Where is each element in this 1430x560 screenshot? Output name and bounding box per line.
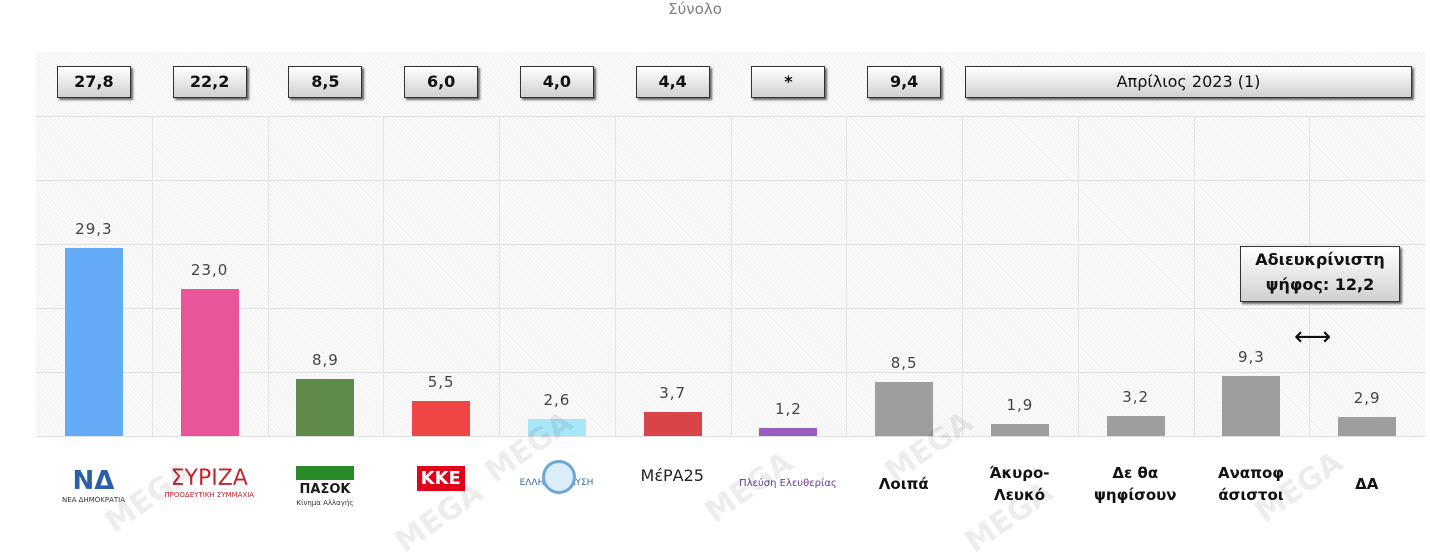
vertical-gridline (1077, 116, 1079, 436)
bar-2 (296, 379, 355, 436)
gridline (36, 436, 1425, 437)
category-label-line: Άκυρο- (989, 464, 1050, 482)
undecided-annotation: Αδιευκρίνιστη ψήφος: 12,2 (1240, 246, 1400, 302)
data-label: 8,5 (890, 353, 918, 372)
logo-text: ΣΥΡΙΖΑ (170, 466, 248, 491)
vertical-gridline (267, 116, 269, 436)
bar-6 (759, 428, 818, 436)
data-label: 9,3 (1237, 348, 1265, 367)
data-label: 2,9 (1353, 389, 1381, 408)
vertical-gridline (846, 116, 848, 436)
category-label-line: Λευκό (993, 486, 1046, 504)
vertical-gridline (730, 116, 732, 436)
vertical-gridline (499, 116, 500, 436)
bar-9 (1106, 415, 1165, 436)
double-arrow-icon: ⟷ (1294, 322, 1332, 352)
category-label-line: Αναποφ (1217, 464, 1285, 482)
bar-11 (1338, 417, 1397, 436)
bar-4 (527, 419, 586, 436)
logo-text: ΝΔ (72, 466, 115, 496)
annotation-line: ψήφος: 12,2 (1265, 275, 1375, 294)
data-label: 23,0 (190, 260, 229, 279)
logo-sublabel: ΠΡΟΟΔΕΥΤΙΚΗ ΣΥΜΜΑΧΙΑ (164, 491, 255, 499)
logo-text: ΠΑΣΟΚ (295, 466, 355, 499)
vertical-gridline (383, 116, 385, 436)
previous-value-box: * (751, 66, 826, 98)
logo-sublabel: Κίνημα Αλλαγής (296, 499, 354, 507)
bar-10 (1222, 376, 1281, 436)
data-label: 29,3 (75, 220, 113, 239)
vertical-gridline (962, 116, 963, 436)
logo-text: ΜέΡΑ25 (640, 466, 704, 485)
previous-value-box: 4,0 (519, 66, 594, 98)
annotation-line: Αδιευκρίνιστη (1255, 250, 1385, 269)
previous-value-box: 4,4 (635, 66, 710, 98)
data-label: 2,6 (543, 391, 571, 410)
party-logo-3: ΚΚΕ (383, 460, 498, 491)
bar-0 (64, 248, 123, 436)
category-label-line: ψηφίσουν (1094, 486, 1177, 504)
vertical-gridline (151, 116, 153, 436)
logo-text: Πλεύση Ελευθερίας (739, 478, 837, 489)
party-logo-6: Πλεύση Ελευθερίας (731, 460, 846, 490)
previous-value-box: 22,2 (172, 66, 247, 98)
bar-3 (412, 400, 471, 436)
data-label: 1,2 (774, 400, 802, 419)
compass-icon (542, 460, 576, 494)
previous-value-box: 27,8 (56, 66, 131, 98)
category-label-line: Λοιπά (878, 475, 929, 493)
category-label-line: Δε θα (1112, 464, 1159, 482)
previous-value-box: 8,5 (288, 66, 363, 98)
previous-value-box: 6,0 (404, 66, 479, 98)
party-logo-1: ΣΥΡΙΖΑ ΠΡΟΟΔΕΥΤΙΚΗ ΣΥΜΜΑΧΙΑ (152, 460, 267, 499)
category-label-10: Αναποφ άσιστοι (1194, 462, 1309, 506)
category-label-8: Άκυρο- Λευκό (962, 462, 1077, 506)
party-logo-4: ΕΛΛΗΝΙΚΗ ΛΥΣΗ (499, 460, 614, 494)
party-logo-0: ΝΔ ΝΕΑ ΔΗΜΟΚΡΑΤΙΑ (36, 460, 151, 504)
category-label-11: ΔΑ (1309, 473, 1424, 495)
logo-sublabel: ΝΕΑ ΔΗΜΟΚΡΑΤΙΑ (61, 496, 125, 504)
data-label: 1,9 (1006, 395, 1034, 414)
bar-5 (643, 412, 702, 436)
chart-title: Σύνολο (668, 0, 722, 18)
previous-period-box: Απρίλιος 2023 (1) (965, 66, 1412, 98)
category-label-line: άσιστοι (1218, 486, 1284, 504)
category-label-7: Λοιπά (846, 473, 961, 495)
data-label: 5,5 (427, 372, 455, 391)
previous-value-box: 9,4 (867, 66, 942, 98)
category-label-9: Δε θα ψηφίσουν (1078, 462, 1193, 506)
bar-1 (180, 288, 239, 436)
plot-area: 29,3 23,0 8,9 5,5 2,6 3,7 1,2 8,5 1,9 3,2 9,3 2,9 27… (36, 52, 1425, 437)
bar-8 (990, 423, 1049, 436)
data-label: 8,9 (311, 351, 339, 370)
party-logo-2: ΠΑΣΟΚ Κίνημα Αλλαγής (268, 460, 383, 507)
data-label: 3,2 (1122, 387, 1150, 406)
vertical-gridline (1193, 116, 1195, 436)
logo-text: ΚΚΕ (416, 466, 465, 491)
category-label-line: ΔΑ (1355, 475, 1379, 493)
data-label: 3,7 (659, 384, 687, 403)
vertical-gridline (614, 116, 616, 436)
bar-7 (875, 381, 934, 436)
party-logo-5: ΜέΡΑ25 (615, 460, 730, 485)
